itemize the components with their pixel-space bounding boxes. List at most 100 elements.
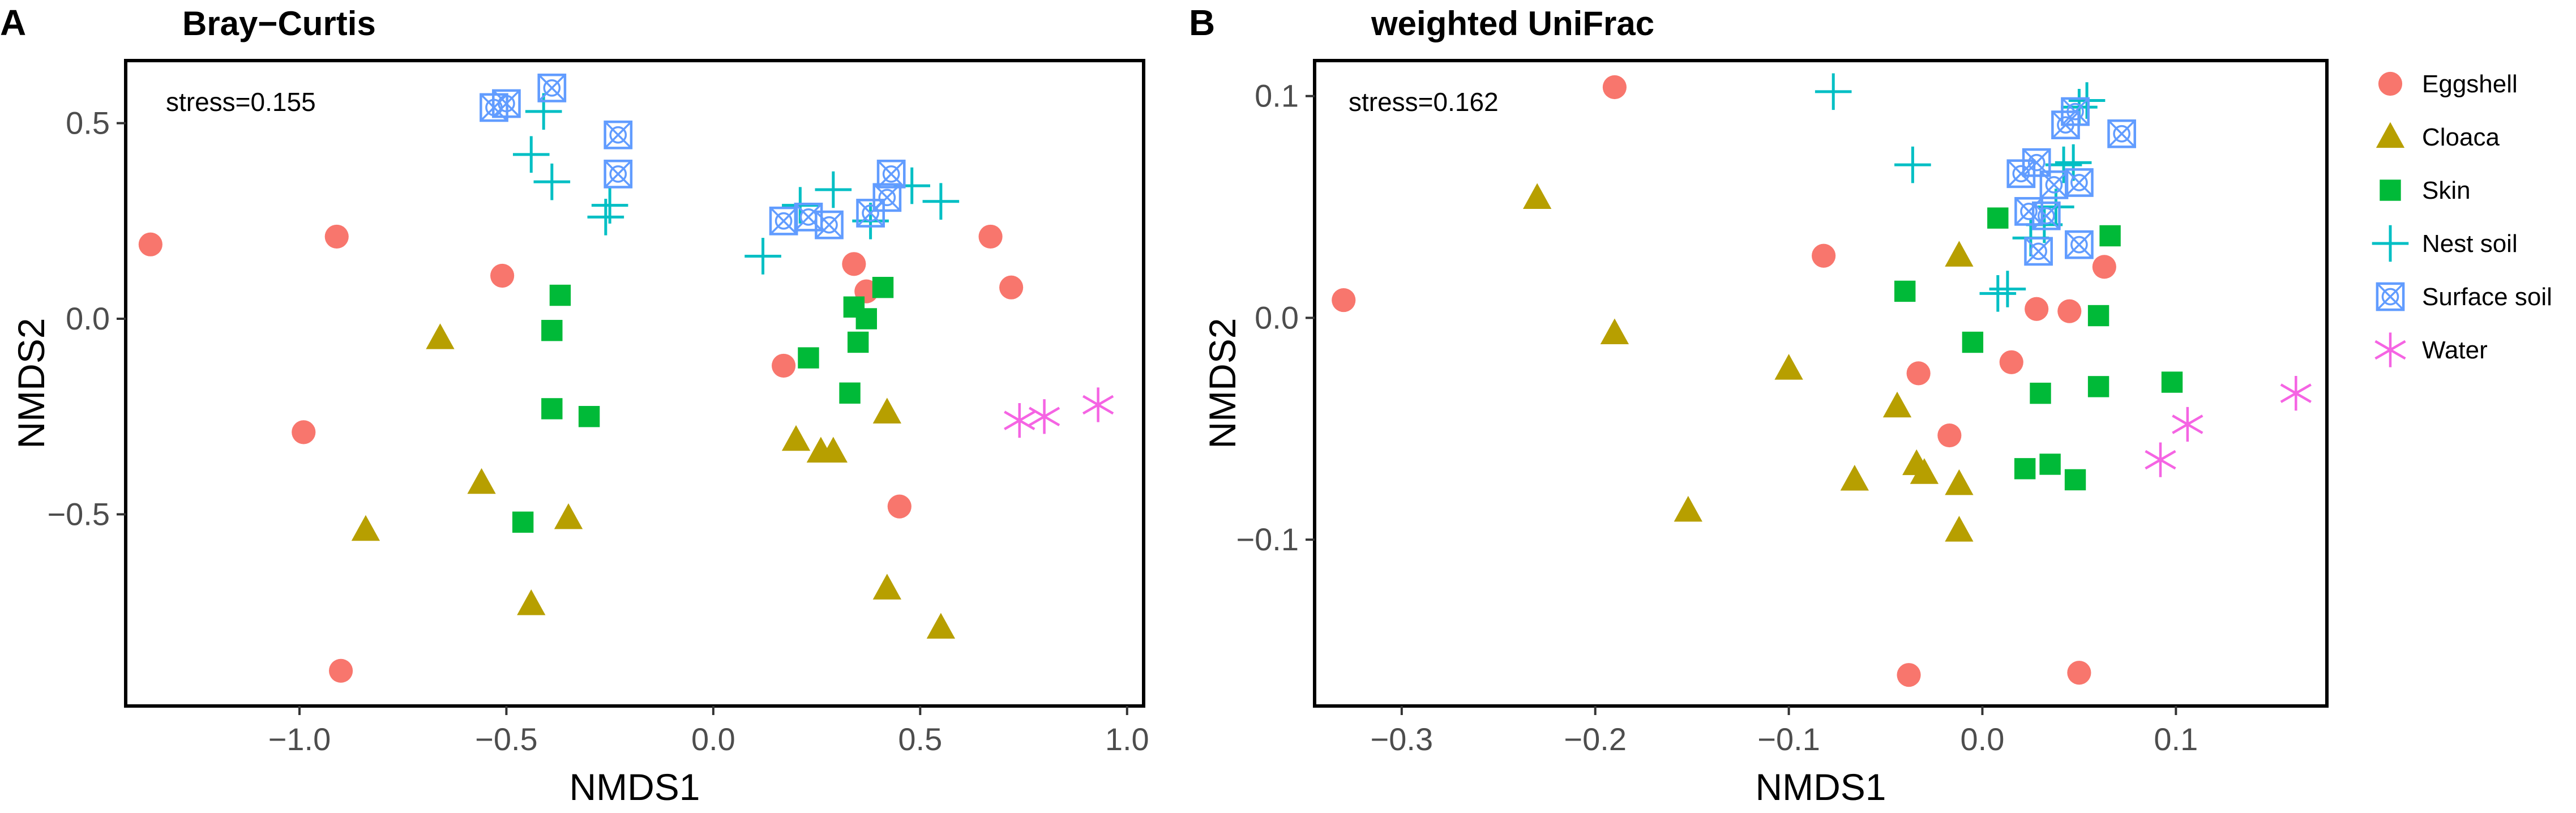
y-tick-label-b: 0.1: [1255, 78, 1299, 114]
legend-label-cloaca: Cloaca: [2422, 123, 2500, 151]
point-skin-b: [1894, 280, 1916, 302]
point-skin-a: [578, 406, 600, 427]
point-surface-soil-a: [872, 183, 902, 212]
x-axis-title-b: NMDS1: [1755, 766, 1886, 808]
panel-label-a: A: [0, 2, 26, 43]
point-skin-b: [2087, 376, 2109, 397]
point-cloaca-a: [781, 425, 811, 451]
point-nest-soil-b: [1989, 271, 2026, 307]
point-cloaca-b: [1945, 469, 1974, 495]
point-cloaca-b: [1522, 183, 1552, 209]
point-surface-soil-b: [2065, 168, 2094, 197]
point-skin-b: [2087, 305, 2109, 327]
point-surface-soil-a: [604, 120, 633, 149]
point-skin-a: [839, 382, 861, 404]
point-eggshell-b: [1937, 423, 1962, 448]
legend-label-surface-soil: Surface soil: [2422, 283, 2552, 311]
point-cloaca-a: [351, 515, 380, 541]
legend-label-water: Water: [2422, 336, 2488, 364]
point-skin-a: [872, 277, 894, 298]
point-cloaca-a: [517, 589, 546, 615]
point-nest-soil-b: [1815, 73, 1852, 110]
point-eggshell-a: [324, 224, 349, 249]
point-surface-soil-a: [492, 89, 521, 118]
y-tick-label-a: −0.5: [47, 496, 110, 532]
x-tick-label-b: −0.1: [1757, 721, 1820, 757]
point-surface-soil-b: [2024, 237, 2053, 266]
point-nest-soil-a: [587, 199, 624, 236]
legend-key-eggshell: [2378, 71, 2403, 96]
panel-a: A Bray−Curtis stress=0.155 −1.0 −0.5 0.0 0.…: [0, 2, 1149, 808]
point-nest-soil-a: [815, 171, 852, 208]
point-cloaca-b: [1774, 354, 1803, 380]
point-eggshell-a: [842, 252, 866, 276]
point-eggshell-b: [1332, 288, 1356, 313]
point-surface-soil-a: [876, 159, 906, 189]
point-skin-a: [798, 347, 819, 369]
panel-label-b: B: [1189, 2, 1215, 43]
point-eggshell-b: [1602, 75, 1627, 100]
point-surface-soil-a: [604, 159, 633, 189]
point-water-a: [1004, 403, 1035, 438]
point-skin-a: [549, 284, 571, 306]
point-skin-b: [2064, 469, 2086, 491]
point-surface-soil-a: [769, 206, 798, 236]
point-eggshell-b: [2067, 661, 2091, 685]
x-tick-label-b: −0.2: [1564, 721, 1627, 757]
x-tick-label-a: 0.5: [898, 721, 942, 757]
point-nest-soil-a: [525, 93, 562, 130]
point-eggshell-a: [887, 494, 912, 519]
point-surface-soil-a: [815, 210, 844, 239]
point-nest-soil-b: [2045, 146, 2082, 183]
point-skin-b: [2030, 382, 2051, 404]
legend-key-nest-soil: [2372, 225, 2409, 262]
point-skin-b: [1962, 331, 1984, 353]
point-skin-b: [2039, 453, 2061, 475]
point-water-b: [2280, 376, 2312, 411]
plot-frame-b: [1313, 59, 2329, 708]
point-surface-soil-b: [2039, 170, 2069, 199]
point-cloaca-b: [1910, 458, 1939, 484]
y-tick-label-a: 0.0: [66, 301, 110, 336]
point-eggshell-a: [490, 263, 515, 288]
point-surface-soil-b: [2107, 119, 2136, 148]
point-eggshell-b: [1812, 243, 1836, 268]
point-cloaca-a: [872, 397, 902, 423]
point-cloaca-a: [467, 468, 496, 494]
point-nest-soil-a: [512, 136, 550, 173]
point-surface-soil-b: [2065, 230, 2094, 259]
legend-key-cloaca: [2376, 122, 2405, 148]
point-surface-soil-a: [537, 73, 567, 102]
point-nest-soil-a: [533, 163, 571, 200]
point-cloaca-b: [1882, 391, 1912, 418]
x-axis-title-a: NMDS1: [569, 766, 700, 808]
point-eggshell-a: [138, 232, 162, 256]
x-tick-label-b: 0.1: [2154, 721, 2198, 757]
y-tick-label-a: 0.5: [66, 105, 110, 141]
x-tick-label-a: −0.5: [475, 721, 538, 757]
y-axis-title-b: NMDS2: [1201, 318, 1243, 448]
point-cloaca-a: [819, 437, 848, 463]
point-water-a: [1028, 399, 1060, 434]
point-cloaca-b: [1945, 516, 1974, 542]
point-surface-soil-b: [2006, 159, 2036, 189]
point-eggshell-a: [772, 353, 796, 378]
point-eggshell-a: [999, 275, 1024, 299]
point-eggshell-a: [978, 224, 1003, 249]
x-tick-label-b: 0.0: [1961, 721, 2005, 757]
point-water-a: [1082, 387, 1114, 422]
point-skin-a: [512, 511, 534, 533]
point-nest-soil-b: [2055, 144, 2092, 181]
panel-b: B weighted UniFrac stress=0.162 −0.3 −0.2…: [1189, 2, 2329, 808]
point-nest-soil-b: [1894, 146, 1931, 183]
x-tick-label-b: −0.3: [1371, 721, 1434, 757]
x-tick-label-a: 1.0: [1105, 721, 1149, 757]
point-skin-b: [1987, 207, 2009, 229]
legend-key-water: [2374, 332, 2406, 367]
x-tick-label-a: −1.0: [268, 721, 331, 757]
point-cloaca-b: [1600, 318, 1629, 344]
point-cloaca-b: [1840, 465, 1869, 491]
point-eggshell-b: [2092, 255, 2116, 279]
point-water-b: [2172, 406, 2203, 442]
